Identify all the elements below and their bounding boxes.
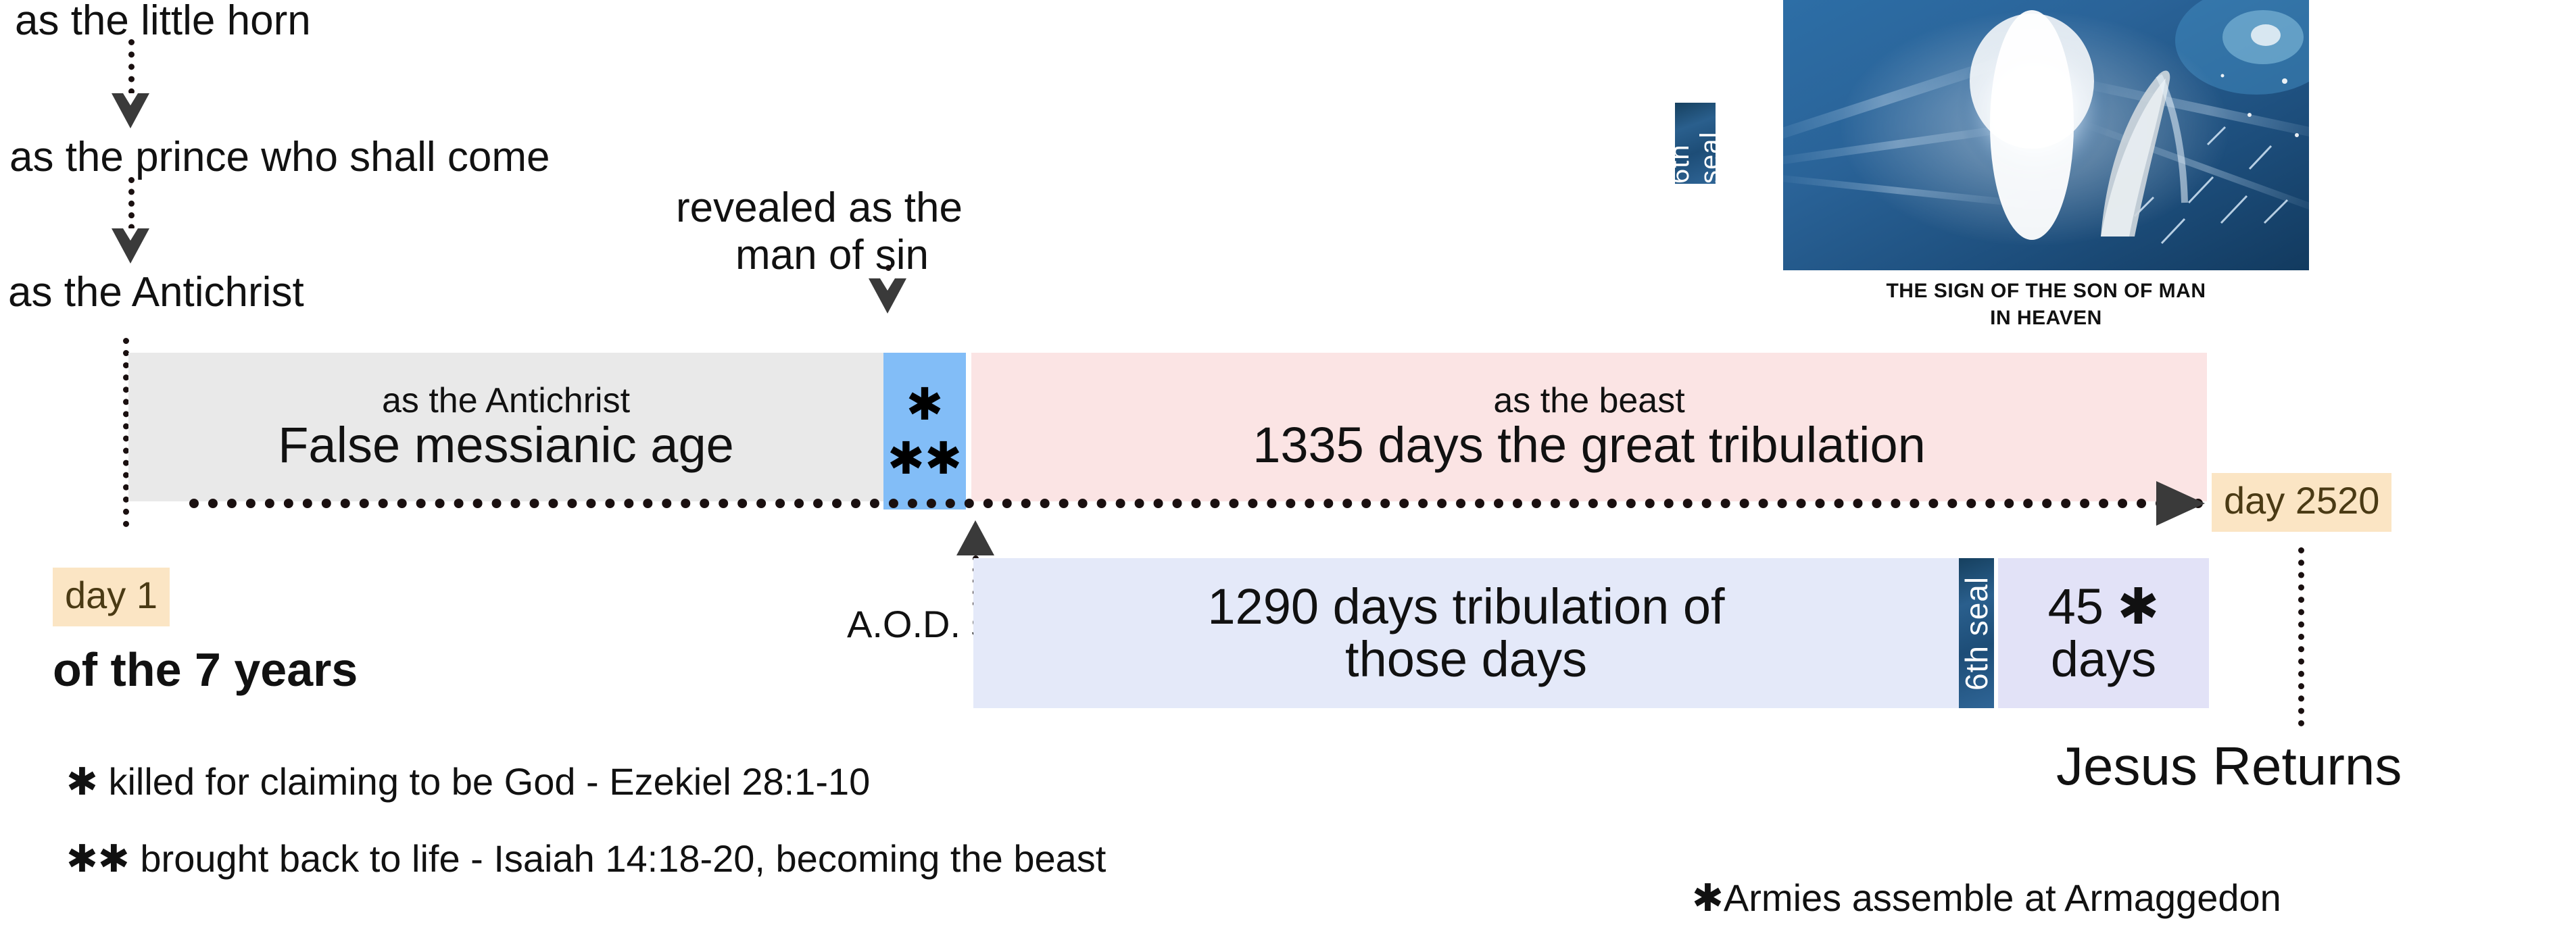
legend-line-1: ✱ killed for claiming to be God - Ezekie… — [66, 760, 871, 803]
hero-caption-line2: IN HEAVEN — [1990, 307, 2102, 329]
chain-arrow-2-icon — [112, 228, 149, 264]
bar-45-days: 45 ✱ days — [1998, 558, 2209, 708]
bar-lav-line2: those days — [1345, 631, 1587, 687]
sign-of-son-of-man-graphic — [1783, 0, 2309, 270]
day-start-subtitle: of the 7 years — [53, 643, 358, 696]
day-end-guideline — [2298, 547, 2304, 726]
day1-guideline — [123, 338, 129, 527]
span-dotted-line — [189, 499, 2204, 518]
bar-pink-subtitle: as the beast — [1493, 380, 1685, 420]
hero-caption-line1: THE SIGN OF THE SON OF MAN — [1886, 280, 2206, 302]
chain-connector-2 — [128, 177, 135, 242]
aod-arrow-icon — [956, 520, 994, 555]
marker-star-single: ✱ — [906, 379, 944, 429]
day-end-chip: day 2520 — [2212, 473, 2392, 532]
hero-seal-tab: 6th seal — [1665, 103, 1725, 184]
bar-lav-line1: 1290 days tribulation of — [1207, 578, 1725, 635]
callout-revealed-line2: man of sin — [735, 232, 929, 278]
bar-gray-title: False messianic age — [278, 417, 734, 474]
hero-seal-tab-wrap: 6th seal — [1665, 103, 1725, 184]
chain-label-little-horn: as the little horn — [15, 0, 311, 44]
bar-tail-line1: 45 ✱ — [2047, 578, 2160, 635]
hero-image — [1783, 0, 2309, 270]
bar-tail-line2: days — [2050, 631, 2157, 687]
bar-great-tribulation: as the beast 1335 days the great tribula… — [971, 353, 2207, 501]
bar-false-messianic-age: as the Antichrist False messianic age — [128, 353, 883, 501]
callout-revealed-line1: revealed as the — [676, 184, 963, 231]
callout-revealed-connector — [885, 265, 892, 285]
legend-line-2: ✱✱ brought back to life - Isaiah 14:18-2… — [66, 837, 1107, 880]
callout-revealed-arrow-icon — [869, 278, 906, 314]
day-start-chip: day 1 — [53, 568, 170, 626]
marker-star-double: ✱✱ — [887, 433, 963, 483]
chain-arrow-1-icon — [112, 93, 149, 128]
chain-label-prince: as the prince who shall come — [9, 134, 550, 180]
bar-1290-days: 1290 days tribulation of those days — [973, 558, 1959, 708]
jesus-returns-label: Jesus Returns — [2056, 736, 2402, 796]
bar-gray-subtitle: as the Antichrist — [381, 380, 631, 420]
span-arrow-icon — [2156, 481, 2205, 526]
bar-pink-title: 1335 days the great tribulation — [1253, 417, 1926, 474]
chain-label-antichrist: as the Antichrist — [8, 269, 304, 316]
chain-connector-1 — [128, 39, 135, 107]
lower-seal-tab: 6th seal — [1959, 558, 1994, 708]
bar-marker-revealed: ✱ ✱✱ — [883, 353, 966, 509]
legend-line-3: ✱Armies assemble at Armaggedon — [1692, 876, 2281, 919]
